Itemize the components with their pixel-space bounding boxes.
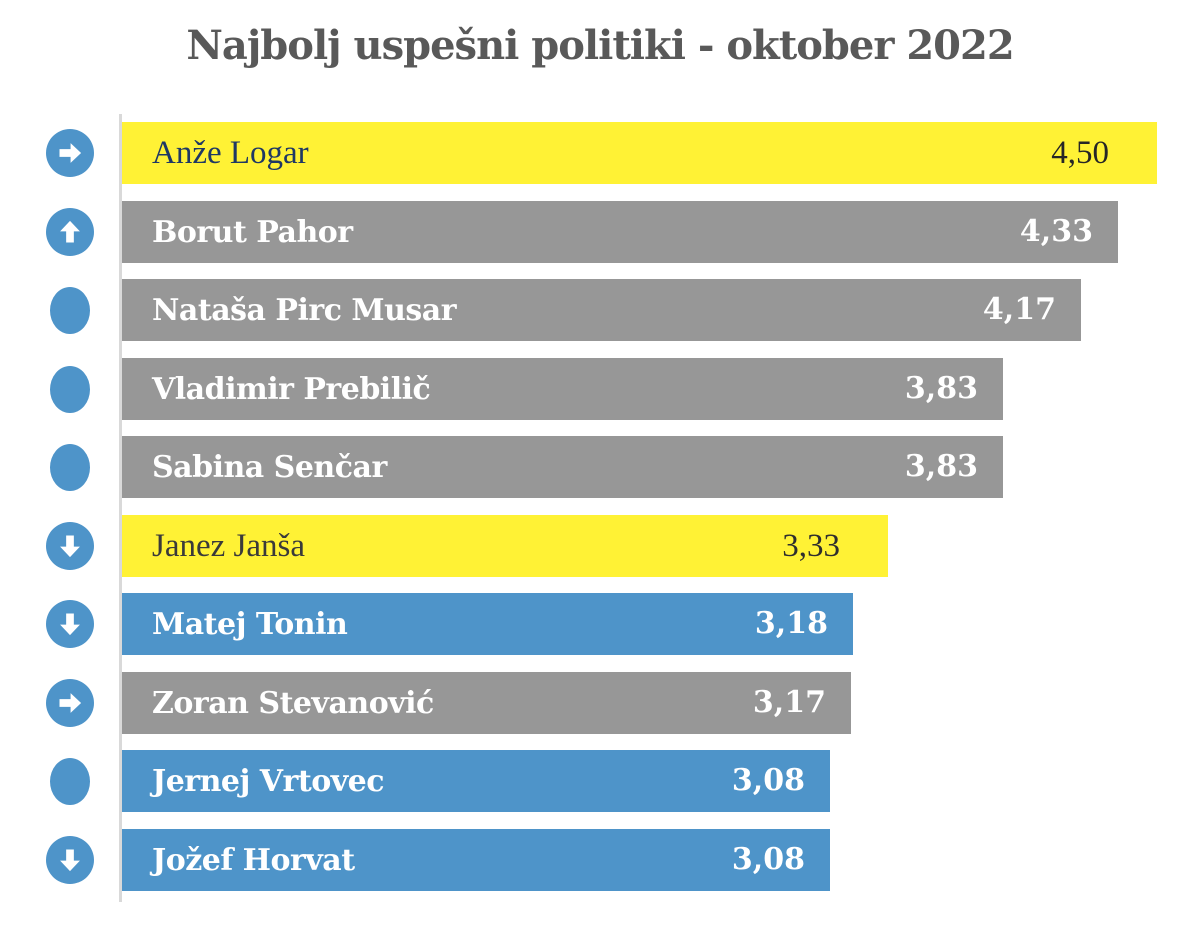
trend-icon-wrap xyxy=(46,829,94,891)
y-axis-line xyxy=(119,114,122,902)
bar: Sabina Senčar 3,83 xyxy=(122,436,1003,498)
chart-row-6: Janez Janša 3,33 xyxy=(0,515,1200,577)
bar-value: 3,83 xyxy=(904,371,978,406)
trend-icon-wrap xyxy=(46,515,94,577)
chart-row-2: Borut Pahor 4,33 xyxy=(0,201,1200,263)
chart-row-5: Sabina Senčar 3,83 xyxy=(0,436,1200,498)
bar-label: Zoran Stevanović xyxy=(152,685,434,721)
bar-label: Jernej Vrtovec xyxy=(152,763,385,799)
bar-value: 3,83 xyxy=(904,449,978,484)
bar-value: 4,33 xyxy=(1019,214,1093,249)
arrow-up-icon xyxy=(46,208,94,256)
chart-row-4: Vladimir Prebilič 3,83 xyxy=(0,358,1200,420)
arrow-down-icon xyxy=(46,522,94,570)
trend-icon-wrap xyxy=(46,672,94,734)
trend-icon-wrap xyxy=(46,201,94,263)
circle-dot-icon xyxy=(50,365,90,413)
chart-title: Najbolj uspešni politiki - oktober 2022 xyxy=(186,22,1014,69)
bar-label: Nataša Pirc Musar xyxy=(152,292,457,328)
arrow-down-icon xyxy=(46,600,94,648)
bar-label: Jožef Horvat xyxy=(152,842,355,878)
bar: Borut Pahor 4,33 xyxy=(122,201,1118,263)
chart-row-1: Anže Logar 4,50 xyxy=(0,122,1200,184)
bar-value: 3,33 xyxy=(782,528,840,564)
bar-label: Borut Pahor xyxy=(152,214,353,250)
bar-value: 4,50 xyxy=(1051,135,1109,171)
bar-label: Vladimir Prebilič xyxy=(152,371,431,407)
bar-value: 4,17 xyxy=(982,292,1056,327)
bar-value: 3,08 xyxy=(731,842,805,877)
trend-icon-wrap xyxy=(46,122,94,184)
bar: Nataša Pirc Musar 4,17 xyxy=(122,279,1081,341)
bar: Zoran Stevanović 3,17 xyxy=(122,672,851,734)
circle-dot-icon xyxy=(50,443,90,491)
trend-icon-wrap xyxy=(46,593,94,655)
bar-value: 3,17 xyxy=(752,685,826,720)
bar: Jernej Vrtovec 3,08 xyxy=(122,750,830,812)
bar: Jožef Horvat 3,08 xyxy=(122,829,830,891)
chart-row-10: Jožef Horvat 3,08 xyxy=(0,829,1200,891)
chart-row-3: Nataša Pirc Musar 4,17 xyxy=(0,279,1200,341)
circle-dot-icon xyxy=(50,757,90,805)
bar-value: 3,08 xyxy=(731,763,805,798)
circle-dot-icon xyxy=(50,286,90,334)
bar-value: 3,18 xyxy=(754,606,828,641)
bar-label: Anže Logar xyxy=(152,134,309,171)
bar: Vladimir Prebilič 3,83 xyxy=(122,358,1003,420)
arrow-right-icon xyxy=(46,129,94,177)
arrow-down-icon xyxy=(46,836,94,884)
trend-icon-wrap xyxy=(46,750,94,812)
bar: Janez Janša 3,33 xyxy=(122,515,888,577)
arrow-right-icon xyxy=(46,679,94,727)
trend-icon-wrap xyxy=(46,358,94,420)
chart-row-9: Jernej Vrtovec 3,08 xyxy=(0,750,1200,812)
bar: Matej Tonin 3,18 xyxy=(122,593,853,655)
bar-label: Matej Tonin xyxy=(152,606,348,642)
bar: Anže Logar 4,50 xyxy=(122,122,1157,184)
trend-icon-wrap xyxy=(46,279,94,341)
chart-row-7: Matej Tonin 3,18 xyxy=(0,593,1200,655)
chart-row-8: Zoran Stevanović 3,17 xyxy=(0,672,1200,734)
bar-label: Sabina Senčar xyxy=(152,449,387,485)
bar-label: Janez Janša xyxy=(152,527,306,564)
trend-icon-wrap xyxy=(46,436,94,498)
